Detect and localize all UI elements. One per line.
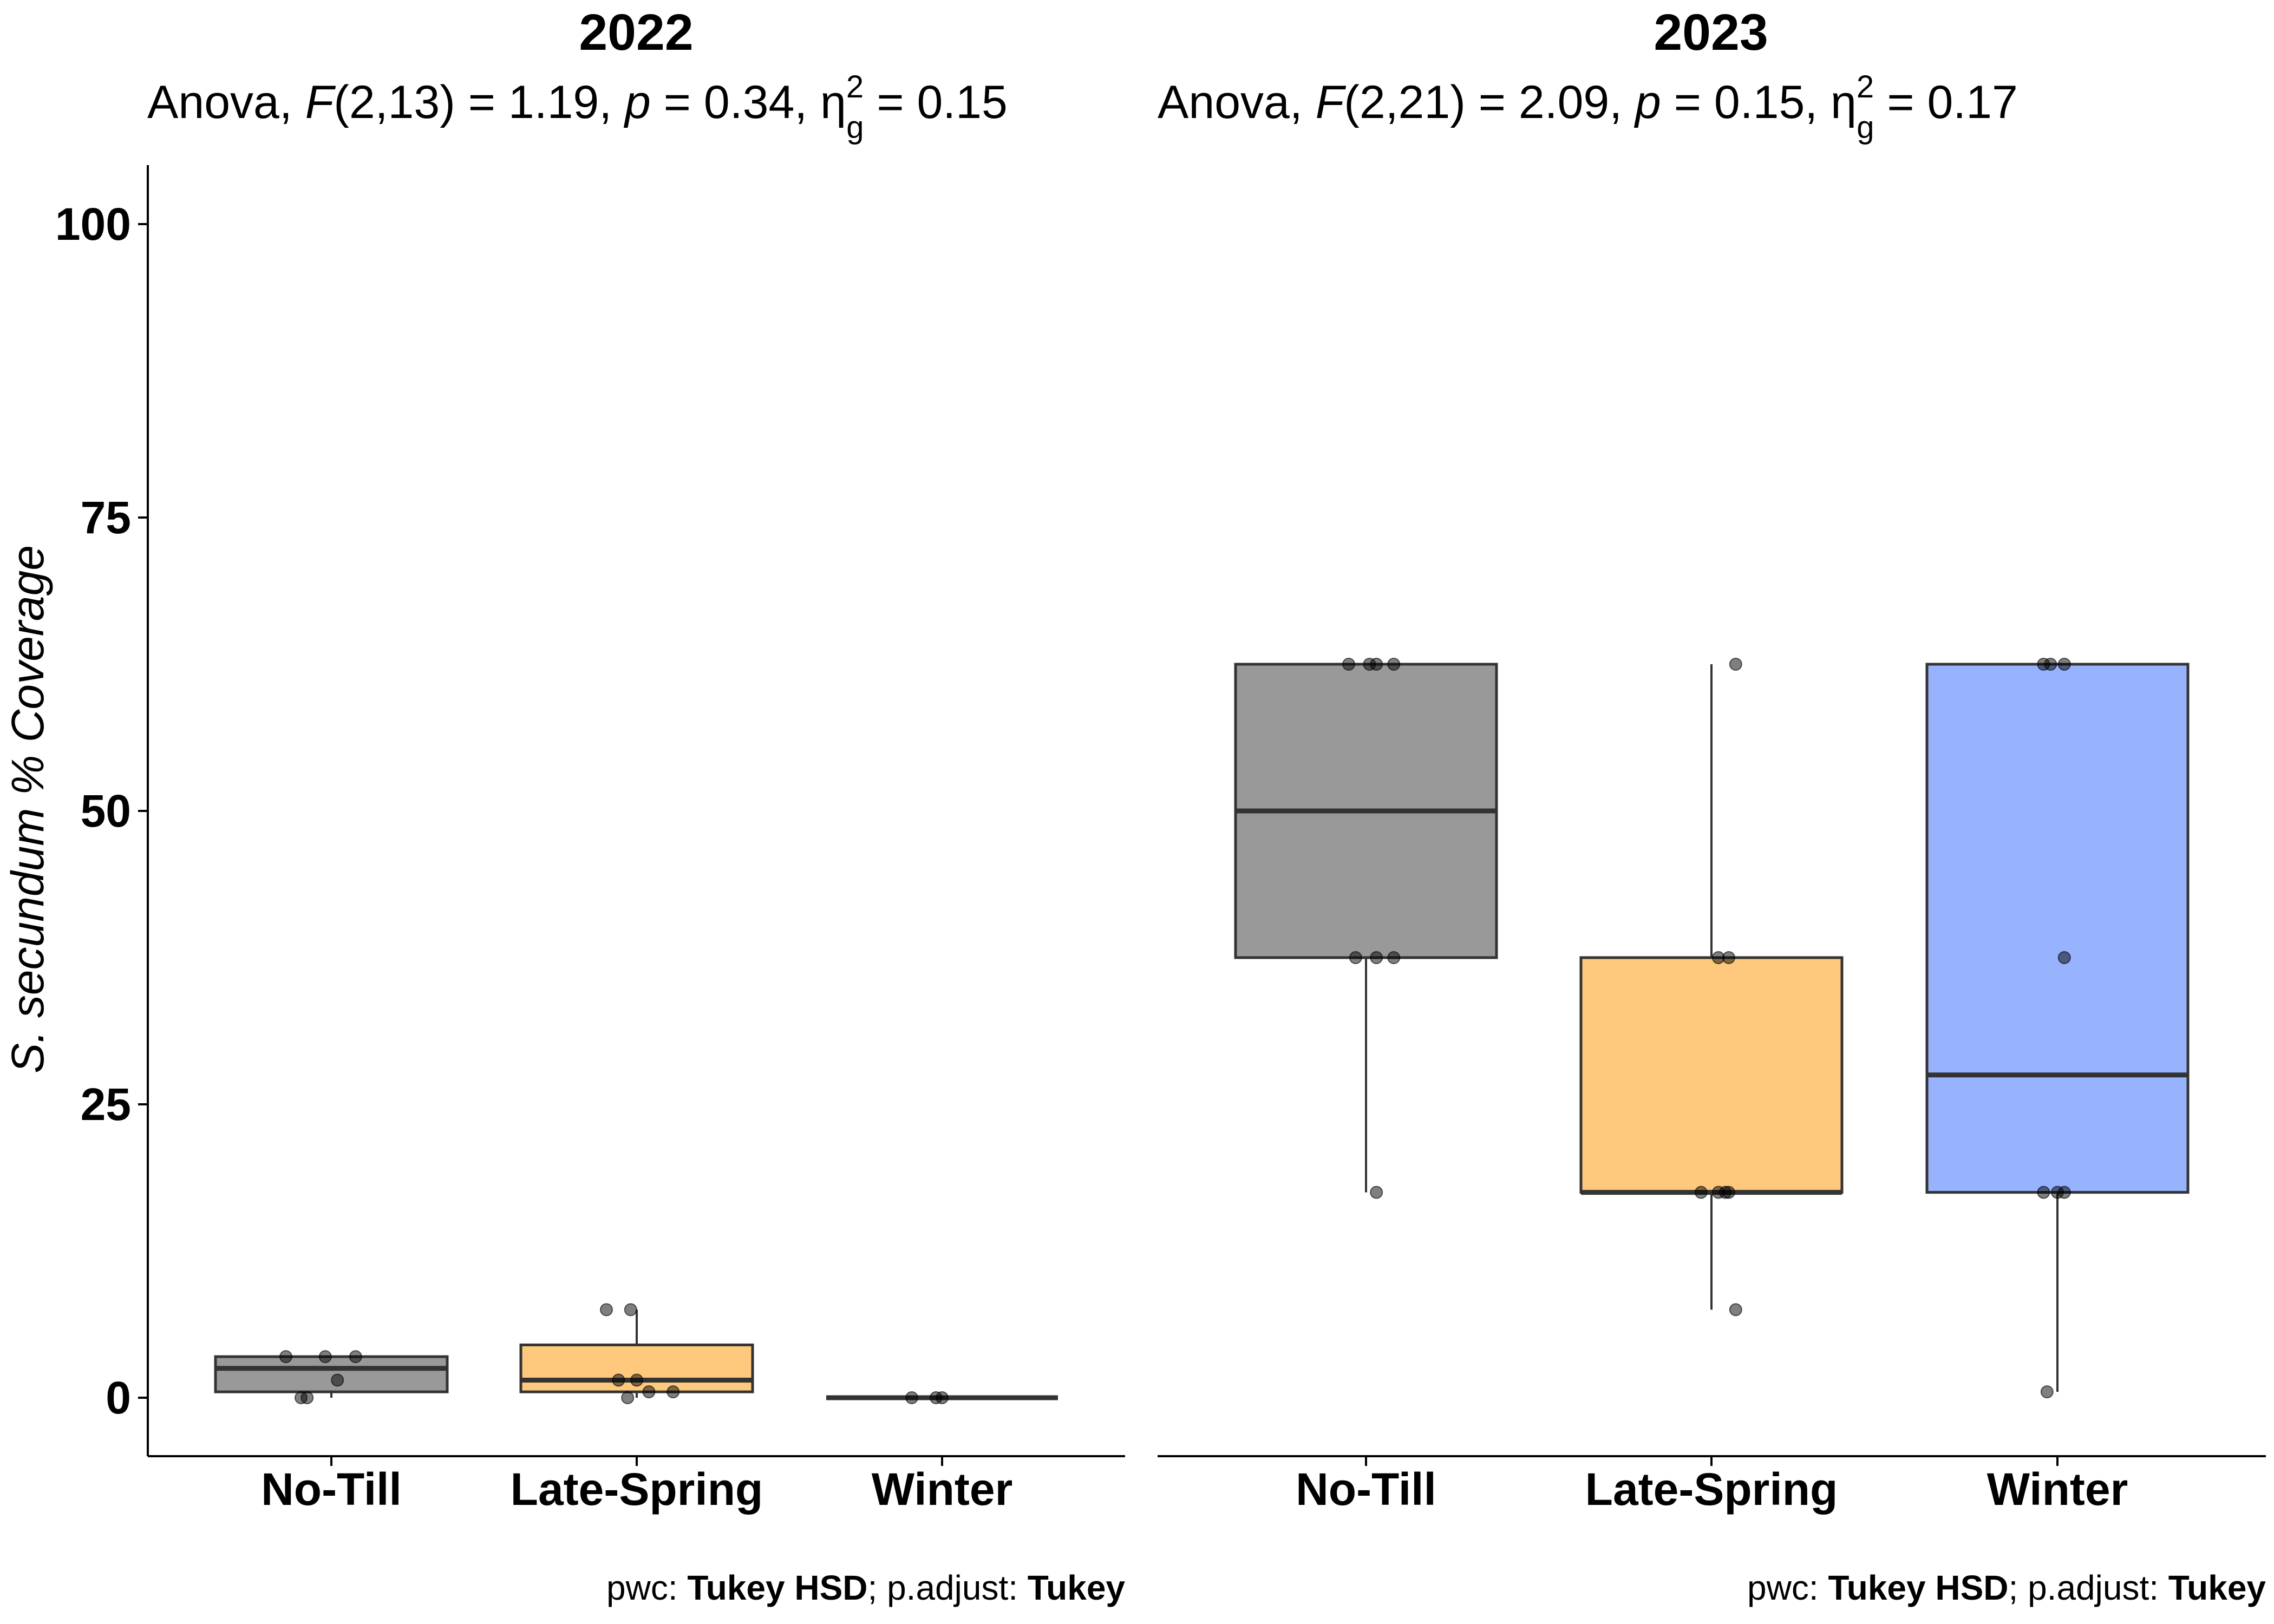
x-tick-label-no-till-2023: No-Till <box>1296 1464 1436 1515</box>
x-ticks-2023 <box>1365 1456 2059 1466</box>
data-point <box>600 1303 613 1317</box>
data-point <box>318 1350 332 1364</box>
data-point <box>279 1350 292 1364</box>
box-body <box>1925 663 2190 1194</box>
box-winter-2023 <box>1925 658 2190 1399</box>
y-ticks <box>138 223 148 1399</box>
data-point <box>331 1373 344 1387</box>
box-no-till-2022 <box>214 1350 449 1404</box>
panel-subtitle-2022: Anova, F(2,13) = 1.19, p = 0.34, η2 g = 0… <box>147 69 1008 145</box>
data-point <box>2057 658 2071 671</box>
plot-area-2022 <box>214 1303 1058 1404</box>
data-point <box>1387 951 1401 964</box>
data-point <box>905 1391 918 1404</box>
box-body <box>214 1355 449 1393</box>
y-tick-label-100: 100 <box>55 199 131 250</box>
box-no-till-2023 <box>1234 658 1498 1199</box>
y-axis: 0 25 50 75 100 <box>55 165 149 1456</box>
data-point <box>1349 951 1362 964</box>
data-point <box>666 1385 680 1399</box>
data-point <box>1729 658 1742 671</box>
data-point <box>1729 1303 1742 1317</box>
data-point <box>1694 1186 1708 1199</box>
panel-2023: 2023 Anova, F(2,21) = 2.09, p = 0.15, η2… <box>1158 4 2266 1607</box>
data-point <box>1722 1186 1735 1199</box>
box-winter-2022 <box>826 1391 1058 1404</box>
panel-title-2023: 2023 <box>1654 4 1768 61</box>
x-tick-label-no-till-2022: No-Till <box>261 1464 402 1515</box>
plot-area-2023 <box>1234 658 2190 1399</box>
data-point <box>936 1391 949 1404</box>
panel-subtitle-2023: Anova, F(2,21) = 2.09, p = 0.15, η2 g = 0… <box>1158 69 2018 145</box>
data-point <box>630 1373 643 1387</box>
y-axis-label-species: S. secundum <box>2 808 53 1073</box>
data-point <box>1722 951 1735 964</box>
data-point <box>612 1373 625 1387</box>
data-point <box>2037 1186 2050 1199</box>
data-point <box>300 1391 314 1404</box>
data-point <box>1370 1186 1383 1199</box>
panel-title-2022: 2022 <box>579 4 693 61</box>
panel-2022: 2022 Anova, F(2,13) = 1.19, p = 0.34, η2… <box>55 4 1126 1607</box>
y-tick-label-75: 75 <box>81 492 131 543</box>
x-tick-label-late-spring-2022: Late-Spring <box>511 1464 763 1515</box>
box-late-spring-2022 <box>519 1303 754 1404</box>
data-point <box>2057 1186 2071 1199</box>
data-point <box>1370 951 1383 964</box>
x-ticks-2022 <box>330 1456 943 1466</box>
box-late-spring-2023 <box>1579 658 1844 1317</box>
data-point <box>1387 658 1401 671</box>
data-point <box>621 1391 635 1404</box>
y-axis-label: S. secundum % Coverage <box>2 545 53 1073</box>
x-tick-label-winter-2023: Winter <box>1987 1464 2128 1515</box>
data-point <box>349 1350 362 1364</box>
data-point <box>2057 951 2071 964</box>
x-tick-label-winter-2022: Winter <box>872 1464 1013 1515</box>
y-tick-label-25: 25 <box>81 1079 131 1130</box>
data-point <box>1370 658 1383 671</box>
y-axis-label-unit: % Coverage <box>2 545 53 808</box>
x-tick-label-late-spring-2023: Late-Spring <box>1585 1464 1838 1515</box>
data-point <box>2040 1385 2054 1399</box>
box-body <box>1579 956 1844 1194</box>
caption-2022: pwc: Tukey HSD; p.adjust: Tukey <box>606 1568 1125 1607</box>
data-point <box>642 1385 656 1399</box>
data-point <box>2044 658 2057 671</box>
y-tick-label-0: 0 <box>106 1372 131 1423</box>
caption-2023: pwc: Tukey HSD; p.adjust: Tukey <box>1747 1568 2266 1607</box>
data-point <box>624 1303 637 1317</box>
data-point <box>1342 658 1355 671</box>
y-tick-label-50: 50 <box>81 785 131 836</box>
